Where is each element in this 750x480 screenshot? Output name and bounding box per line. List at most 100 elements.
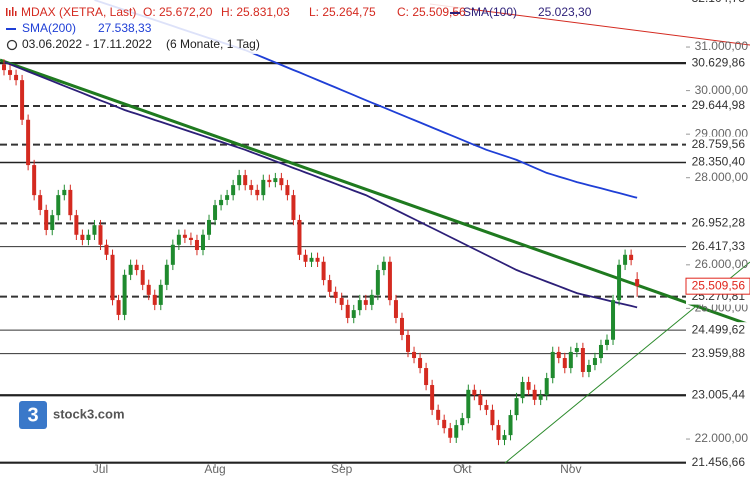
candle-body: [568, 351, 573, 369]
legend-label: SMA(200): [22, 21, 76, 35]
candle-body: [611, 300, 616, 340]
logo-icon: [19, 401, 47, 429]
candle-body: [44, 209, 49, 230]
candle-body: [285, 185, 290, 196]
candle-body: [267, 179, 272, 183]
candle-body: [321, 261, 326, 281]
candle-body: [357, 300, 362, 311]
candle-body: [182, 234, 187, 238]
candle-body: [387, 261, 392, 301]
level-label-bg: [686, 98, 750, 115]
last-price-label: 25.509,56: [692, 278, 746, 292]
candle-body: [508, 415, 513, 436]
candle-body: [20, 80, 25, 120]
candle-body: [351, 310, 356, 318]
candle-body: [8, 70, 13, 75]
candle-body: [592, 358, 597, 365]
candle-body: [393, 300, 398, 318]
trend-line: [0, 58, 750, 327]
level-label: 23.959,88: [692, 346, 746, 360]
candle-body: [170, 244, 175, 265]
header-bg: [0, 0, 470, 54]
candle-body: [532, 389, 537, 400]
candle-body: [152, 294, 157, 305]
period-icon: [6, 39, 18, 51]
plot-area: [2, 0, 640, 446]
candle-body: [297, 219, 302, 255]
candle-body: [164, 264, 169, 285]
candle-body: [412, 351, 417, 359]
candle-body: [520, 381, 525, 399]
candle-body: [50, 215, 55, 230]
legend-label: SMA(100): [463, 5, 517, 19]
candle-body: [460, 418, 465, 426]
candle-body: [68, 189, 73, 216]
candle-body: [86, 234, 91, 240]
level-label: 24.499,62: [692, 322, 746, 336]
period: 03.06.2022 - 17.11.2022: [22, 37, 152, 51]
level-label-bg: [686, 238, 750, 255]
candle-body: [194, 239, 199, 251]
level-label: 28.350,40: [692, 155, 746, 169]
chart-title: MDAX (XETRA, Last): [21, 5, 136, 19]
candle-body: [478, 395, 483, 406]
x-tick-label: Okt: [453, 462, 472, 476]
candle-body: [315, 257, 320, 262]
header: MDAX (XETRA, Last) O: 25.672,20 H: 25.83…: [0, 0, 592, 54]
candle-body: [562, 358, 567, 369]
candle-body: [128, 264, 133, 275]
candle-body: [207, 219, 212, 235]
candle-body: [430, 385, 435, 410]
candle-body: [110, 254, 115, 301]
candle-body: [122, 274, 127, 315]
candle-body: [140, 270, 145, 285]
level-label-bg: [686, 154, 750, 171]
candle-body: [496, 425, 501, 440]
chart-icon: [6, 7, 17, 16]
level-label: 21.456,66: [692, 455, 746, 469]
candle-body: [418, 358, 423, 369]
candle-body: [526, 381, 531, 390]
level-label-bg: [686, 387, 750, 404]
level-label: 28.759,56: [692, 137, 746, 151]
level-label: 23.005,44: [692, 387, 746, 401]
candle-body: [279, 178, 284, 186]
level-label-bg: [686, 345, 750, 362]
y-tick-label: 26.000,00: [695, 257, 749, 271]
level-label-bg: [686, 0, 750, 7]
logo-glyph: 3: [27, 404, 38, 426]
candle-body: [309, 257, 314, 262]
ohlc-label: O: 25.672,20: [143, 5, 213, 19]
y-tick-label: 30.000,00: [695, 83, 749, 97]
candle-body: [62, 189, 67, 196]
candle-body: [574, 348, 579, 352]
y-tick-label: 22.000,00: [695, 431, 749, 445]
candle-body: [176, 234, 181, 245]
candle-body: [219, 199, 224, 206]
candle-body: [605, 339, 609, 345]
candle-body: [623, 254, 628, 265]
legend-value: 27.538,33: [98, 21, 152, 35]
x-tick-label: Nov: [560, 462, 581, 476]
candle-body: [381, 261, 386, 271]
y-tick-label: 31.000,00: [695, 39, 749, 53]
candle-body: [327, 280, 332, 292]
candle-body: [363, 300, 368, 305]
trend-line: [429, 3, 750, 46]
candle-body: [629, 254, 634, 261]
candle-body: [213, 205, 218, 220]
candle-body: [243, 175, 248, 186]
legend-value: 25.023,30: [538, 5, 592, 19]
level-label: 26.952,28: [692, 216, 746, 230]
candle-body: [484, 405, 489, 410]
levels: [0, 62, 750, 464]
legend: SMA(100) 25.023,30 SMA(200) 27.538,33: [6, 5, 592, 35]
x-tick-label: Aug: [204, 462, 225, 476]
level-label-bg: [686, 215, 750, 232]
logo-text: stock3.com: [53, 406, 125, 421]
candle-body: [399, 317, 404, 335]
candle-body: [339, 297, 344, 305]
